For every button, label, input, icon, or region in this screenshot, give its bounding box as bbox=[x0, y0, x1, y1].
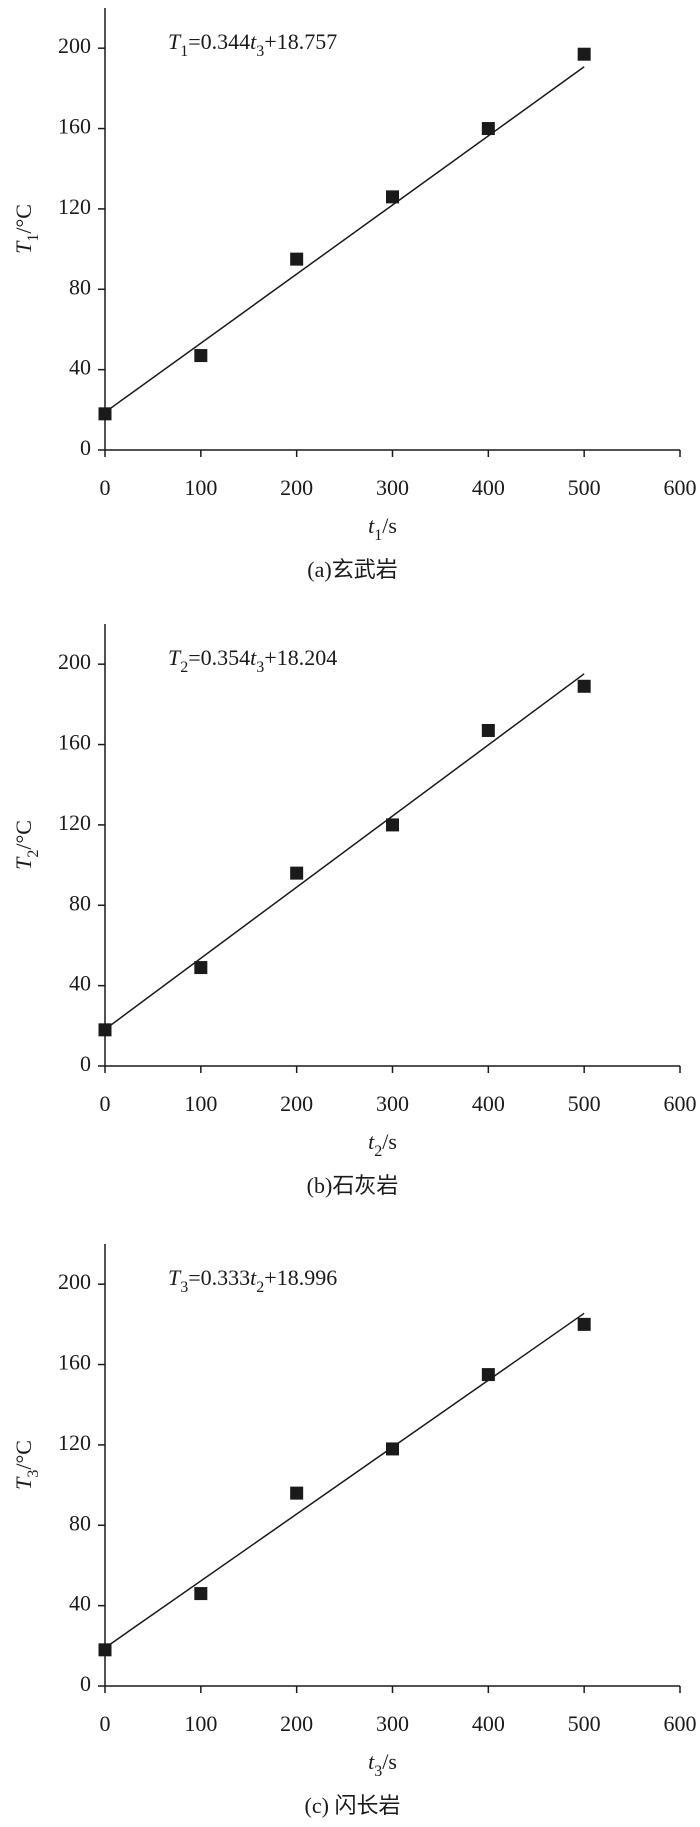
data-point bbox=[290, 1486, 304, 1500]
x-tick-label: 0 bbox=[100, 475, 111, 500]
y-tick-label: 120 bbox=[58, 810, 91, 835]
y-axis-label: T1/°C bbox=[11, 204, 42, 254]
y-tick-label: 160 bbox=[58, 114, 91, 139]
data-point bbox=[98, 1023, 112, 1037]
x-tick-label: 600 bbox=[664, 1711, 697, 1736]
y-tick-label: 0 bbox=[80, 435, 91, 460]
y-axis-label: T2/°C bbox=[11, 820, 42, 870]
y-tick-label: 200 bbox=[58, 649, 91, 674]
data-point bbox=[577, 1317, 591, 1331]
x-tick-label: 300 bbox=[376, 475, 409, 500]
x-tick-label: 600 bbox=[664, 475, 697, 500]
x-axis-label: t3/s bbox=[368, 1749, 397, 1780]
data-point bbox=[98, 407, 112, 421]
x-tick-label: 400 bbox=[472, 1711, 505, 1736]
x-axis-label: t2/s bbox=[368, 1129, 397, 1160]
caption: (c) 闪长岩 bbox=[305, 1793, 401, 1818]
panel: 0 40 80 120 160 200 0 100 200 300 400 500 600 t2/s T2/… bbox=[11, 624, 697, 1198]
data-point bbox=[386, 818, 399, 832]
fit-line bbox=[104, 1312, 585, 1649]
panel: 0 40 80 120 160 200 0 100 200 300 400 500 600 t1/s T1/… bbox=[11, 8, 697, 582]
y-tick-label: 80 bbox=[69, 274, 91, 299]
x-tick-label: 400 bbox=[472, 475, 505, 500]
x-tick-label: 100 bbox=[184, 1711, 217, 1736]
y-tick-label: 0 bbox=[80, 1671, 91, 1696]
y-tick-label: 40 bbox=[69, 355, 91, 380]
x-tick-label: 0 bbox=[100, 1711, 111, 1736]
x-tick-label: 300 bbox=[376, 1711, 409, 1736]
x-tick-label: 100 bbox=[184, 475, 217, 500]
x-tick-label: 500 bbox=[568, 1091, 601, 1116]
data-point bbox=[194, 961, 208, 975]
data-point bbox=[194, 1587, 208, 1601]
y-tick-label: 200 bbox=[58, 1269, 91, 1294]
annotation: T2=0.354t3+18.204 bbox=[168, 645, 337, 676]
fit-line bbox=[104, 66, 585, 413]
x-tick-label: 300 bbox=[376, 1091, 409, 1116]
data-point bbox=[481, 723, 495, 737]
y-tick-label: 160 bbox=[58, 1350, 91, 1375]
x-axis-label: t1/s bbox=[368, 513, 397, 544]
x-tick-label: 200 bbox=[280, 1091, 313, 1116]
caption: (a)玄武岩 bbox=[307, 557, 397, 582]
y-axis-label: T3/°C bbox=[11, 1440, 42, 1490]
y-tick-label: 120 bbox=[58, 194, 91, 219]
data-point bbox=[577, 679, 591, 693]
x-tick-label: 400 bbox=[472, 1091, 505, 1116]
panel: 0 40 80 120 160 200 0 100 200 300 400 500 600 t3/s T3/… bbox=[11, 1244, 697, 1818]
x-tick-label: 100 bbox=[184, 1091, 217, 1116]
y-tick-label: 0 bbox=[80, 1051, 91, 1076]
fit-line bbox=[104, 673, 585, 1031]
data-point bbox=[577, 47, 591, 61]
data-point bbox=[290, 866, 304, 880]
annotation: T3=0.333t2+18.996 bbox=[168, 1265, 337, 1296]
y-tick-label: 80 bbox=[69, 1510, 91, 1535]
data-point bbox=[290, 252, 304, 266]
caption: (b)石灰岩 bbox=[307, 1173, 399, 1198]
x-tick-label: 500 bbox=[568, 475, 601, 500]
data-point bbox=[98, 1643, 112, 1657]
data-point bbox=[386, 1442, 399, 1456]
y-tick-label: 40 bbox=[69, 1591, 91, 1616]
data-point bbox=[194, 349, 208, 363]
x-tick-label: 500 bbox=[568, 1711, 601, 1736]
y-tick-label: 120 bbox=[58, 1430, 91, 1455]
y-tick-label: 80 bbox=[69, 890, 91, 915]
y-tick-label: 160 bbox=[58, 730, 91, 755]
annotation: T1=0.344t3+18.757 bbox=[168, 29, 337, 60]
x-tick-label: 0 bbox=[100, 1091, 111, 1116]
y-tick-label: 40 bbox=[69, 971, 91, 996]
x-tick-label: 600 bbox=[664, 1091, 697, 1116]
data-point bbox=[481, 122, 495, 136]
x-tick-label: 200 bbox=[280, 475, 313, 500]
data-point bbox=[386, 190, 399, 204]
data-point bbox=[481, 1368, 495, 1382]
x-tick-label: 200 bbox=[280, 1711, 313, 1736]
y-tick-label: 200 bbox=[58, 33, 91, 58]
